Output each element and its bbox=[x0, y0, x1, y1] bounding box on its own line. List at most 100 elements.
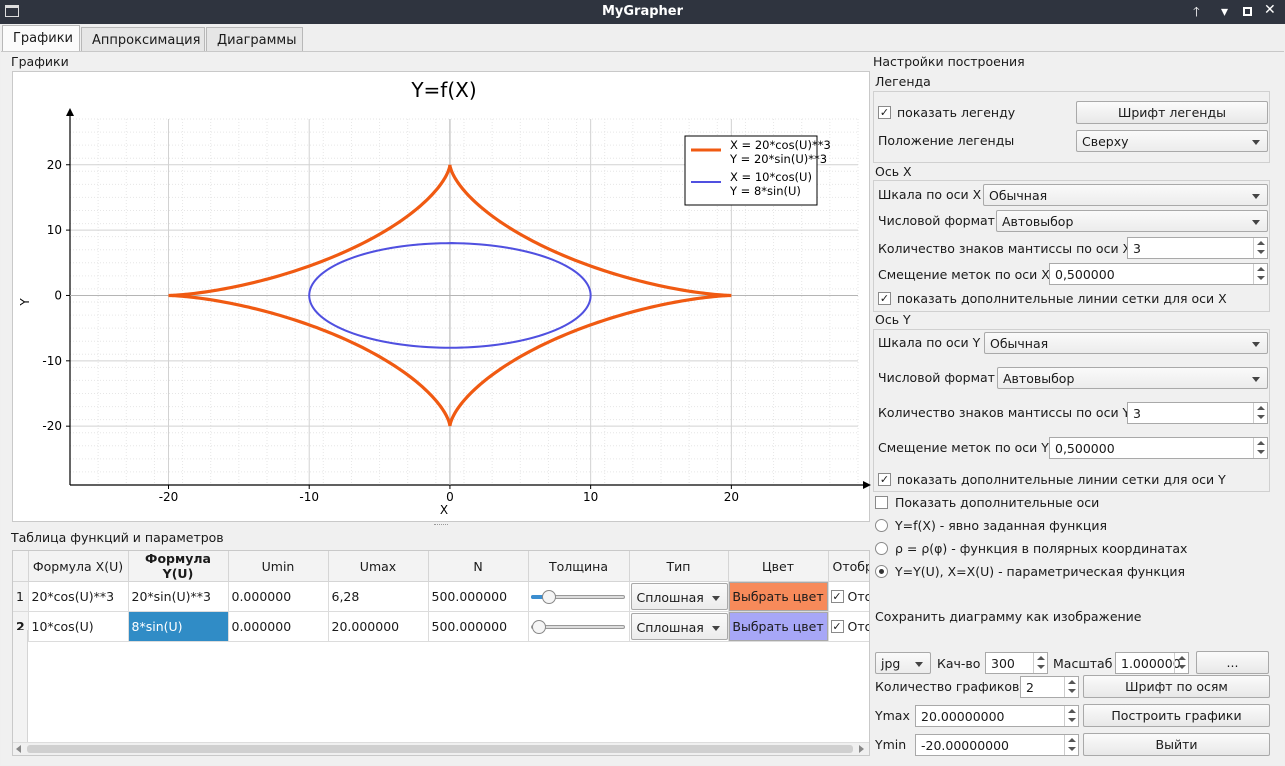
x-tick-label: 10 bbox=[583, 490, 598, 504]
choose-color-button[interactable]: Выбрать цвет bbox=[728, 612, 827, 641]
radio-parametric[interactable] bbox=[875, 565, 888, 578]
scroll-left-icon[interactable] bbox=[16, 745, 21, 753]
x-mantissa-spinbox[interactable]: 3 bbox=[1127, 237, 1268, 259]
tab-diagrams[interactable]: Диаграммы bbox=[206, 27, 303, 52]
ymin-spinbox[interactable]: -20.00000000 bbox=[915, 734, 1079, 756]
radio-explicit[interactable] bbox=[875, 519, 888, 532]
cell-umin[interactable]: 0.000000 bbox=[228, 611, 329, 642]
spin-up-icon[interactable] bbox=[1064, 735, 1078, 745]
y-format-select[interactable]: Автовыбор bbox=[997, 367, 1268, 389]
show-legend-checkbox[interactable]: ✓ bbox=[878, 106, 891, 119]
spin-up-icon[interactable] bbox=[1064, 677, 1078, 687]
axis-font-button[interactable]: Шрифт по осям bbox=[1083, 675, 1270, 698]
choose-color-button[interactable]: Выбрать цвет bbox=[728, 582, 827, 611]
legend-position-value: Сверху bbox=[1082, 134, 1129, 149]
cell-formula-y[interactable]: 20*sin(U)**3 bbox=[128, 581, 229, 612]
spin-down-icon[interactable] bbox=[1064, 716, 1078, 726]
horizontal-scrollbar[interactable] bbox=[13, 742, 869, 755]
x-extra-grid-checkbox[interactable]: ✓ bbox=[878, 292, 891, 305]
cell-umax[interactable]: 6,28 bbox=[328, 581, 429, 612]
cell-n[interactable]: 500.000000 bbox=[428, 611, 529, 642]
browse-button[interactable]: ... bbox=[1196, 651, 1269, 674]
series-line bbox=[168, 164, 732, 427]
build-graphs-button[interactable]: Построить графики bbox=[1083, 704, 1270, 727]
table-header: Формула X(U) Формула Y(U) Umin Umax N То… bbox=[13, 551, 869, 582]
spin-up-icon[interactable] bbox=[1033, 653, 1047, 663]
quality-spinbox[interactable]: 300 bbox=[985, 652, 1048, 674]
splitter-handle[interactable] bbox=[434, 524, 448, 527]
spin-down-icon[interactable] bbox=[1253, 248, 1267, 258]
header-thickness[interactable]: Толщина bbox=[528, 551, 630, 582]
legend-font-button[interactable]: Шрифт легенды bbox=[1076, 101, 1268, 124]
show-checkbox[interactable]: ✓ bbox=[830, 620, 844, 633]
radio-polar[interactable] bbox=[875, 542, 888, 555]
spin-up-icon[interactable] bbox=[1064, 706, 1078, 716]
y-offset-spinbox[interactable]: 0,500000 bbox=[1049, 437, 1268, 459]
thickness-slider-track[interactable] bbox=[530, 625, 625, 629]
header-show[interactable]: Отобр bbox=[828, 551, 869, 582]
cell-formula-y[interactable]: 8*sin(U) bbox=[128, 611, 229, 642]
x-tick-label: -20 bbox=[159, 490, 179, 504]
close-icon[interactable]: ✕ bbox=[1264, 2, 1276, 18]
spin-down-icon[interactable] bbox=[1033, 663, 1047, 673]
legend-entry: X = 20*cos(U)**3 bbox=[730, 138, 831, 152]
x-format-select[interactable]: Автовыбор bbox=[996, 210, 1268, 232]
extra-axes-checkbox[interactable] bbox=[875, 496, 888, 509]
spin-up-icon[interactable] bbox=[1253, 403, 1267, 413]
maximize-icon[interactable] bbox=[1243, 7, 1252, 16]
header-umax[interactable]: Umax bbox=[328, 551, 429, 582]
tab-approximation[interactable]: Аппроксимация bbox=[81, 27, 205, 52]
spin-down-icon[interactable] bbox=[1064, 687, 1078, 697]
image-scale-label: Масштаб bbox=[1053, 656, 1113, 671]
y-scale-select[interactable]: Обычная bbox=[984, 332, 1268, 354]
plot-area: -20 -10 0 10 20 20 10 0 -10 -20 Y=f(X) X Y X = 20*cos… bbox=[12, 71, 871, 522]
line-type-select[interactable]: Сплошная bbox=[630, 583, 727, 610]
y-extra-grid-checkbox[interactable]: ✓ bbox=[878, 473, 891, 486]
cell-n[interactable]: 500.000000 bbox=[428, 581, 529, 612]
line-type-select[interactable]: Сплошная bbox=[630, 613, 727, 640]
cell-formula-x[interactable]: 10*cos(U) bbox=[28, 611, 129, 642]
scroll-right-icon[interactable] bbox=[859, 745, 864, 753]
image-format-select[interactable]: jpg bbox=[875, 652, 931, 674]
cell-formula-x[interactable]: 20*cos(U)**3 bbox=[28, 581, 129, 612]
y-tick-label: -20 bbox=[42, 419, 62, 433]
spin-up-icon[interactable] bbox=[1253, 438, 1267, 448]
keep-above-icon[interactable]: 🡑 bbox=[1193, 5, 1200, 20]
cell-umax[interactable]: 20.000000 bbox=[328, 611, 429, 642]
spin-down-icon[interactable] bbox=[1253, 448, 1267, 458]
y-axis-arrow-icon bbox=[66, 108, 74, 116]
x-offset-spinbox[interactable]: 0,500000 bbox=[1049, 263, 1268, 285]
header-color[interactable]: Цвет bbox=[728, 551, 829, 582]
legend-position-select[interactable]: Сверху bbox=[1076, 130, 1268, 152]
spin-down-icon[interactable] bbox=[1174, 663, 1188, 673]
x-scale-select[interactable]: Обычная bbox=[983, 184, 1268, 206]
show-checkbox[interactable]: ✓ bbox=[830, 590, 844, 603]
header-type[interactable]: Тип bbox=[629, 551, 729, 582]
exit-button[interactable]: Выйти bbox=[1083, 733, 1270, 756]
header-n[interactable]: N bbox=[428, 551, 529, 582]
spin-up-icon[interactable] bbox=[1174, 653, 1188, 663]
minimize-icon[interactable]: ▾ bbox=[1221, 4, 1229, 20]
spin-up-icon[interactable] bbox=[1253, 264, 1267, 274]
cell-umin[interactable]: 0.000000 bbox=[228, 581, 329, 612]
header-formula-y[interactable]: Формула Y(U) bbox=[128, 551, 229, 582]
row-number[interactable]: 1 bbox=[13, 581, 29, 612]
header-formula-x[interactable]: Формула X(U) bbox=[28, 551, 129, 582]
y-mantissa-spinbox[interactable]: 3 bbox=[1127, 402, 1268, 424]
chart-title: Y=f(X) bbox=[410, 78, 476, 102]
graph-count-value: 2 bbox=[1026, 680, 1034, 695]
spin-down-icon[interactable] bbox=[1253, 413, 1267, 423]
graph-count-spinbox[interactable]: 2 bbox=[1020, 676, 1079, 698]
scrollbar-thumb[interactable] bbox=[27, 745, 853, 753]
ymax-spinbox[interactable]: 20.00000000 bbox=[915, 705, 1079, 727]
header-umin[interactable]: Umin bbox=[228, 551, 329, 582]
thickness-slider-handle[interactable] bbox=[531, 620, 546, 634]
image-scale-spinbox[interactable]: 1.000000 bbox=[1115, 652, 1189, 674]
thickness-slider-handle[interactable] bbox=[541, 590, 556, 604]
spin-down-icon[interactable] bbox=[1064, 745, 1078, 755]
spin-up-icon[interactable] bbox=[1253, 238, 1267, 248]
x-tick-label: 20 bbox=[724, 490, 739, 504]
tab-graphs[interactable]: Графики bbox=[2, 25, 80, 52]
spin-down-icon[interactable] bbox=[1253, 274, 1267, 284]
show-legend-label: показать легенду bbox=[897, 105, 1016, 120]
